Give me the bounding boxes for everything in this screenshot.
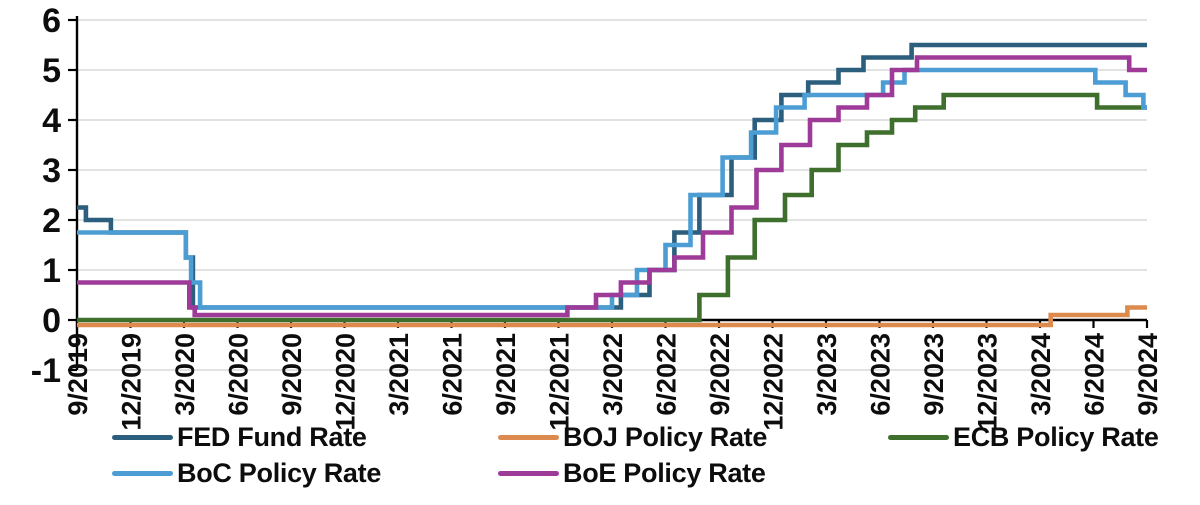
x-axis-label: 6/2022 [652,333,682,416]
x-axis-label: 6/2024 [1080,333,1110,416]
y-axis-label: 3 [42,152,61,190]
series-line-fed-fund-rate [77,42,1147,310]
x-axis-label: 12/2021 [545,333,575,431]
x-axis-label: 9/2022 [705,333,735,416]
x-axis-label: 9/2019 [63,333,93,416]
series-line-boc-policy-rate [77,67,1147,310]
y-axis-label: 0 [42,302,61,340]
x-axis-label: 12/2022 [759,333,789,431]
x-axis-label: 3/2024 [1026,333,1056,416]
y-axis-label: 4 [42,102,61,140]
x-axis-label: 3/2020 [170,333,200,416]
x-axis-label: 9/2024 [1133,333,1163,416]
y-axis-label: -1 [31,352,61,390]
y-axis-label: 5 [42,52,61,90]
series-line-boj-policy-rate [77,305,1147,328]
y-axis-label: 2 [42,202,61,240]
series-line-boe-policy-rate [77,55,1147,318]
y-axis-label: 1 [42,252,61,290]
x-axis-label: 9/2021 [491,333,521,416]
x-axis-label: 12/2020 [331,333,361,431]
series-line-ecb-policy-rate [77,92,1147,323]
x-axis-label: 9/2020 [277,333,307,416]
x-axis-label: 9/2023 [919,333,949,416]
x-axis-label: 6/2023 [866,333,896,416]
x-axis-label: 12/2023 [973,333,1003,431]
x-axis-label: 3/2021 [384,333,414,416]
x-axis-label: 12/2019 [117,333,147,431]
x-axis-label: 3/2022 [598,333,628,416]
x-axis-label: 3/2023 [812,333,842,416]
y-axis-label: 6 [42,2,61,40]
x-axis-label: 6/2020 [224,333,254,416]
x-axis-label: 6/2021 [438,333,468,416]
